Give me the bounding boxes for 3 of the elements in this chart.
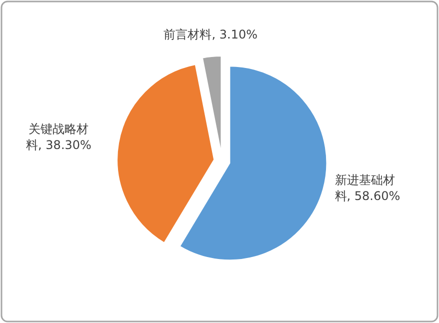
slice-label: 前言材料, 3.10% xyxy=(164,28,258,42)
slice-label: 新进基础材料, 58.60% xyxy=(334,173,400,204)
slice-label: 关键战略材料, 38.30% xyxy=(26,122,92,152)
